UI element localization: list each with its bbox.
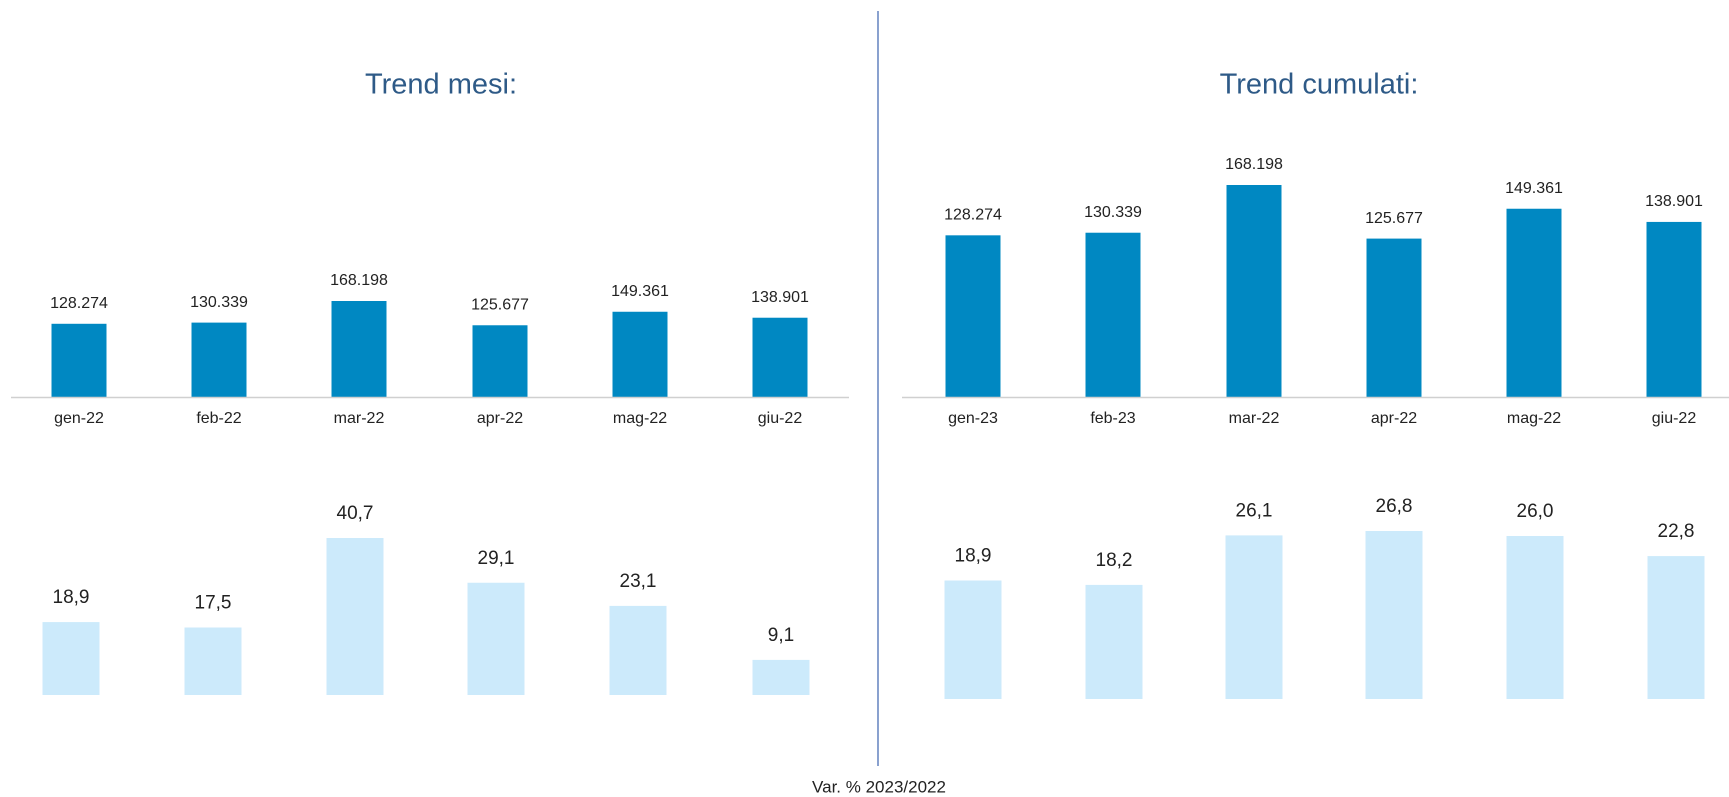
value-label: 29,1 [478, 548, 515, 569]
value-label: 168.198 [1225, 156, 1283, 173]
x-tick-label: apr-22 [477, 410, 523, 427]
value-label: 138.901 [751, 289, 809, 306]
footer: Var. % 2023/2022 [812, 777, 946, 796]
bar [1085, 584, 1143, 699]
bar [1646, 221, 1702, 397]
value-label: 17,5 [195, 593, 232, 614]
bar [609, 605, 667, 695]
x-tick-label: gen-22 [54, 410, 104, 427]
x-tick-label: mar-22 [334, 410, 385, 427]
bar [752, 659, 810, 695]
bar [326, 538, 384, 695]
bar [612, 311, 668, 397]
value-label: 130.339 [190, 294, 248, 311]
value-label: 18,2 [1096, 550, 1133, 571]
value-label: 18,9 [53, 587, 90, 608]
x-tick-label: mar-22 [1229, 410, 1280, 427]
bar [945, 235, 1001, 397]
x-tick-label: giu-22 [1652, 410, 1697, 427]
bar [752, 317, 808, 397]
value-label: 23,1 [620, 571, 657, 592]
bar [1506, 208, 1562, 397]
bar [1647, 556, 1705, 699]
bar [184, 627, 242, 695]
bar [42, 622, 100, 695]
bar [467, 582, 525, 695]
bar [331, 301, 387, 397]
value-label: 149.361 [1505, 180, 1563, 197]
x-tick-label: gen-23 [948, 410, 998, 427]
value-label: 26,0 [1517, 501, 1554, 522]
value-label: 149.361 [611, 283, 669, 300]
value-label: 22,8 [1658, 521, 1695, 542]
x-tick-label: apr-22 [1371, 410, 1417, 427]
bar [1365, 531, 1423, 699]
bar [1506, 536, 1564, 699]
value-label: 128.274 [944, 207, 1002, 224]
x-tick-label: giu-22 [758, 410, 803, 427]
x-tick-label: feb-22 [196, 410, 241, 427]
value-label: 26,8 [1376, 496, 1413, 517]
bar [51, 323, 107, 397]
bar [1226, 185, 1282, 397]
bar [191, 322, 247, 397]
value-label: 125.677 [471, 296, 529, 313]
bar [472, 325, 528, 397]
value-label: 9,1 [768, 625, 794, 646]
value-label: 18,9 [955, 546, 992, 567]
chart-title: Trend mesi: [365, 69, 517, 101]
bar [1366, 238, 1422, 397]
bar [944, 580, 1002, 699]
bar [1085, 232, 1141, 397]
value-label: 130.339 [1084, 204, 1142, 221]
x-tick-label: feb-23 [1090, 410, 1135, 427]
value-label: 128.274 [50, 295, 108, 312]
x-tick-label: mag-22 [1507, 410, 1561, 427]
value-label: 168.198 [330, 272, 388, 289]
value-label: 125.677 [1365, 210, 1423, 227]
value-label: 138.901 [1645, 193, 1703, 210]
value-label: 26,1 [1236, 500, 1273, 521]
x-tick-label: mag-22 [613, 410, 667, 427]
value-label: 40,7 [337, 503, 374, 524]
chart-title: Trend cumulati: [1220, 69, 1419, 101]
bar [1225, 535, 1283, 699]
